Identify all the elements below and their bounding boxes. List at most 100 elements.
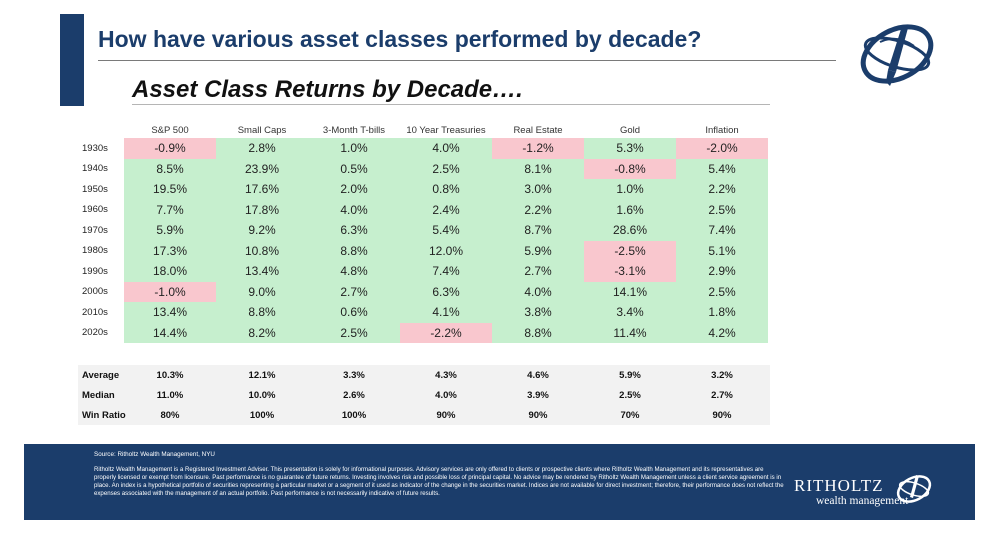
return-cell-1970s-3-month-t-bills: 6.3%: [308, 220, 400, 241]
return-cell-1980s-10-year-treasuries: 12.0%: [400, 240, 492, 261]
summary-cell-median-s-p-500: 11.0%: [156, 389, 184, 401]
summary-cell-average-10-year-treasuries: 4.3%: [435, 369, 457, 381]
return-cell-1980s-inflation: 5.1%: [676, 240, 768, 261]
return-cell-1950s-small-caps: 17.6%: [216, 179, 308, 200]
summary-cell-median-3-month-t-bills: 2.6%: [343, 389, 365, 401]
summary-cell-average-real-estate: 4.6%: [527, 369, 549, 381]
return-cell-2020s-s-p-500: 14.4%: [124, 322, 216, 343]
return-cell-1970s-inflation: 7.4%: [676, 220, 768, 241]
return-cell-1960s-gold: 1.6%: [584, 199, 676, 220]
return-cell-2000s-10-year-treasuries: 6.3%: [400, 281, 492, 302]
return-cell-1930s-10-year-treasuries: 4.0%: [400, 138, 492, 159]
return-cell-1940s-10-year-treasuries: 2.5%: [400, 158, 492, 179]
summary-cell-median-small-caps: 10.0%: [248, 389, 276, 401]
summary-cell-win-ratio-inflation: 90%: [712, 409, 732, 421]
summary-cell-average-3-month-t-bills: 3.3%: [343, 369, 365, 381]
return-cell-1990s-gold: -3.1%: [584, 261, 676, 282]
return-cell-1990s-10-year-treasuries: 7.4%: [400, 261, 492, 282]
return-cell-1930s-3-month-t-bills: 1.0%: [308, 138, 400, 159]
return-cell-2010s-gold: 3.4%: [584, 302, 676, 323]
summary-cell-win-ratio-10-year-treasuries: 90%: [436, 409, 456, 421]
return-cell-1990s-small-caps: 13.4%: [216, 261, 308, 282]
return-cell-1980s-s-p-500: 17.3%: [124, 240, 216, 261]
row-label-1960s: 1960s: [82, 204, 108, 216]
return-cell-2000s-s-p-500: -1.0%: [124, 281, 216, 302]
summary-cell-win-ratio-s-p-500: 80%: [160, 409, 180, 421]
return-cell-1960s-small-caps: 17.8%: [216, 199, 308, 220]
return-cell-2000s-real-estate: 4.0%: [492, 281, 584, 302]
return-cell-2010s-small-caps: 8.8%: [216, 302, 308, 323]
return-cell-1970s-real-estate: 8.7%: [492, 220, 584, 241]
return-cell-2010s-3-month-t-bills: 0.6%: [308, 302, 400, 323]
return-cell-1930s-gold: 5.3%: [584, 138, 676, 159]
header-spacer: [78, 124, 124, 138]
return-cell-1960s-3-month-t-bills: 4.0%: [308, 199, 400, 220]
row-label-2000s: 2000s: [82, 286, 108, 298]
column-header-10-year-treasuries: 10 Year Treasuries: [406, 124, 486, 136]
row-label-1970s: 1970s: [82, 224, 108, 236]
ritholtz-globe-logo-icon: [860, 24, 934, 86]
return-cell-1970s-gold: 28.6%: [584, 220, 676, 241]
column-header-inflation: Inflation: [705, 124, 739, 136]
page-title: How have various asset classes performed…: [98, 26, 702, 52]
summary-cell-median-gold: 2.5%: [619, 389, 641, 401]
row-label-2010s: 2010s: [82, 306, 108, 318]
table-row: 1960s 7.7% 17.8% 4.0% 2.4% 2.2% 1.6% 2.5%: [78, 199, 770, 220]
summary-table: Average 10.3% 12.1% 3.3% 4.3% 4.6% 5.9% 3.2% Med…: [78, 365, 770, 425]
return-cell-1950s-s-p-500: 19.5%: [124, 179, 216, 200]
return-cell-1970s-small-caps: 9.2%: [216, 220, 308, 241]
return-cell-1980s-gold: -2.5%: [584, 240, 676, 261]
table-row: 1990s 18.0% 13.4% 4.8% 7.4% 2.7% -3.1% 2.9%: [78, 261, 770, 282]
return-cell-2010s-10-year-treasuries: 4.1%: [400, 302, 492, 323]
table-row: 1950s 19.5% 17.6% 2.0% 0.8% 3.0% 1.0% 2.2%: [78, 179, 770, 200]
table-row: 1980s 17.3% 10.8% 8.8% 12.0% 5.9% -2.5% 5.1%: [78, 240, 770, 261]
return-cell-1960s-s-p-500: 7.7%: [124, 199, 216, 220]
summary-cell-win-ratio-real-estate: 90%: [528, 409, 548, 421]
return-cell-1970s-s-p-500: 5.9%: [124, 220, 216, 241]
summary-cell-median-10-year-treasuries: 4.0%: [435, 389, 457, 401]
return-cell-1940s-inflation: 5.4%: [676, 158, 768, 179]
summary-label-average: Average: [82, 369, 120, 381]
summary-row-win-ratio: Win Ratio 80% 100% 100% 90% 90% 70% 90%: [78, 405, 770, 425]
return-cell-1950s-gold: 1.0%: [584, 179, 676, 200]
return-cell-2010s-inflation: 1.8%: [676, 302, 768, 323]
return-cell-1950s-3-month-t-bills: 2.0%: [308, 179, 400, 200]
return-cell-1950s-10-year-treasuries: 0.8%: [400, 179, 492, 200]
return-cell-2020s-gold: 11.4%: [584, 322, 676, 343]
summary-label-median: Median: [82, 389, 115, 401]
brand-tagline: wealth management: [816, 495, 909, 507]
return-cell-1940s-real-estate: 8.1%: [492, 158, 584, 179]
return-cell-2020s-3-month-t-bills: 2.5%: [308, 322, 400, 343]
summary-label-win-ratio: Win Ratio: [82, 409, 126, 421]
table-row: 2000s -1.0% 9.0% 2.7% 6.3% 4.0% 14.1% 2.5%: [78, 281, 770, 302]
return-cell-1950s-inflation: 2.2%: [676, 179, 768, 200]
summary-row-median: Median 11.0% 10.0% 2.6% 4.0% 3.9% 2.5% 2.7%: [78, 385, 770, 405]
return-cell-1980s-3-month-t-bills: 8.8%: [308, 240, 400, 261]
return-cell-1990s-real-estate: 2.7%: [492, 261, 584, 282]
row-label-1940s: 1940s: [82, 163, 108, 175]
table-row: 1970s 5.9% 9.2% 6.3% 5.4% 8.7% 28.6% 7.4%: [78, 220, 770, 241]
summary-cell-median-inflation: 2.7%: [711, 389, 733, 401]
row-label-1950s: 1950s: [82, 183, 108, 195]
return-cell-2020s-real-estate: 8.8%: [492, 322, 584, 343]
row-label-1980s: 1980s: [82, 245, 108, 257]
return-cell-2020s-10-year-treasuries: -2.2%: [400, 322, 492, 343]
summary-cell-win-ratio-3-month-t-bills: 100%: [341, 409, 367, 421]
table-title: Asset Class Returns by Decade….: [132, 76, 523, 103]
return-cell-1990s-s-p-500: 18.0%: [124, 261, 216, 282]
return-cell-1980s-small-caps: 10.8%: [216, 240, 308, 261]
return-cell-1930s-small-caps: 2.8%: [216, 138, 308, 159]
summary-cell-win-ratio-gold: 70%: [620, 409, 640, 421]
return-cell-2000s-gold: 14.1%: [584, 281, 676, 302]
return-cell-1960s-inflation: 2.5%: [676, 199, 768, 220]
column-header-row: S&P 500 Small Caps 3-Month T-bills 10 Year …: [78, 124, 770, 138]
return-cell-1940s-gold: -0.8%: [584, 158, 676, 179]
row-label-1990s: 1990s: [82, 265, 108, 277]
column-header-s-p-500: S&P 500: [151, 124, 189, 136]
table-row: 2020s 14.4% 8.2% 2.5% -2.2% 8.8% 11.4% 4.2%: [78, 322, 770, 343]
return-cell-1980s-real-estate: 5.9%: [492, 240, 584, 261]
return-cell-1930s-inflation: -2.0%: [676, 138, 768, 159]
column-header-small-caps: Small Caps: [237, 124, 287, 136]
return-cell-1990s-inflation: 2.9%: [676, 261, 768, 282]
return-cell-1960s-real-estate: 2.2%: [492, 199, 584, 220]
